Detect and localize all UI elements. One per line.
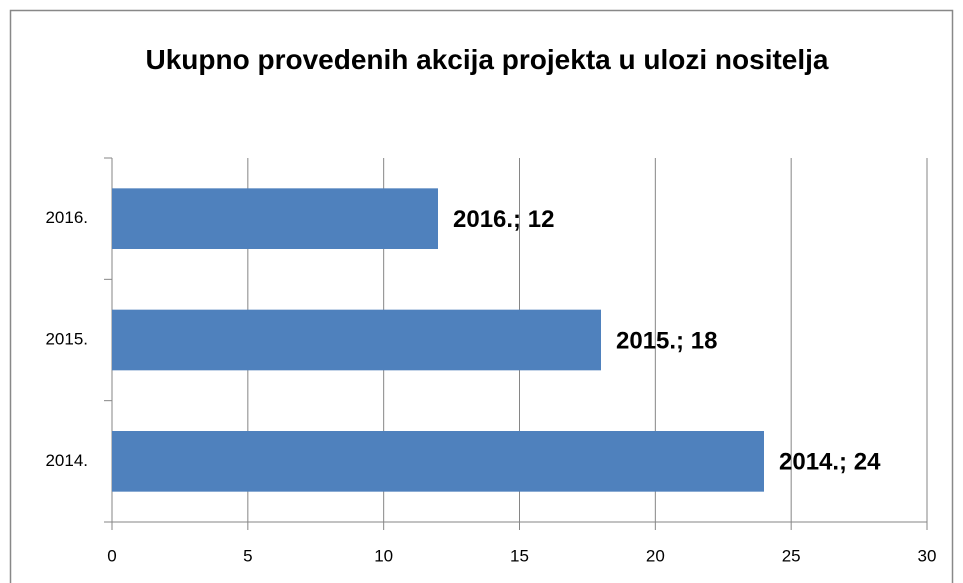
data-label: 2015.; 18 <box>616 327 717 354</box>
x-tick-label: 15 <box>510 546 529 565</box>
bar <box>112 188 438 249</box>
data-label: 2014.; 24 <box>779 449 881 476</box>
data-label: 2016.; 12 <box>453 206 554 233</box>
x-tick-label: 25 <box>782 546 801 565</box>
x-tick-label: 5 <box>243 546 252 565</box>
y-tick-label: 2015. <box>45 329 88 348</box>
y-tick-label: 2014. <box>45 451 88 470</box>
x-tick-label: 20 <box>646 546 665 565</box>
x-tick-label: 0 <box>107 546 116 565</box>
chart-title: Ukupno provedenih akcija projekta u uloz… <box>145 44 829 75</box>
y-tick-label: 2016. <box>45 208 88 227</box>
bar <box>112 431 764 492</box>
x-tick-label: 30 <box>918 546 937 565</box>
chart-frame <box>9 9 954 583</box>
bar <box>112 309 601 371</box>
x-tick-label: 10 <box>374 546 393 565</box>
